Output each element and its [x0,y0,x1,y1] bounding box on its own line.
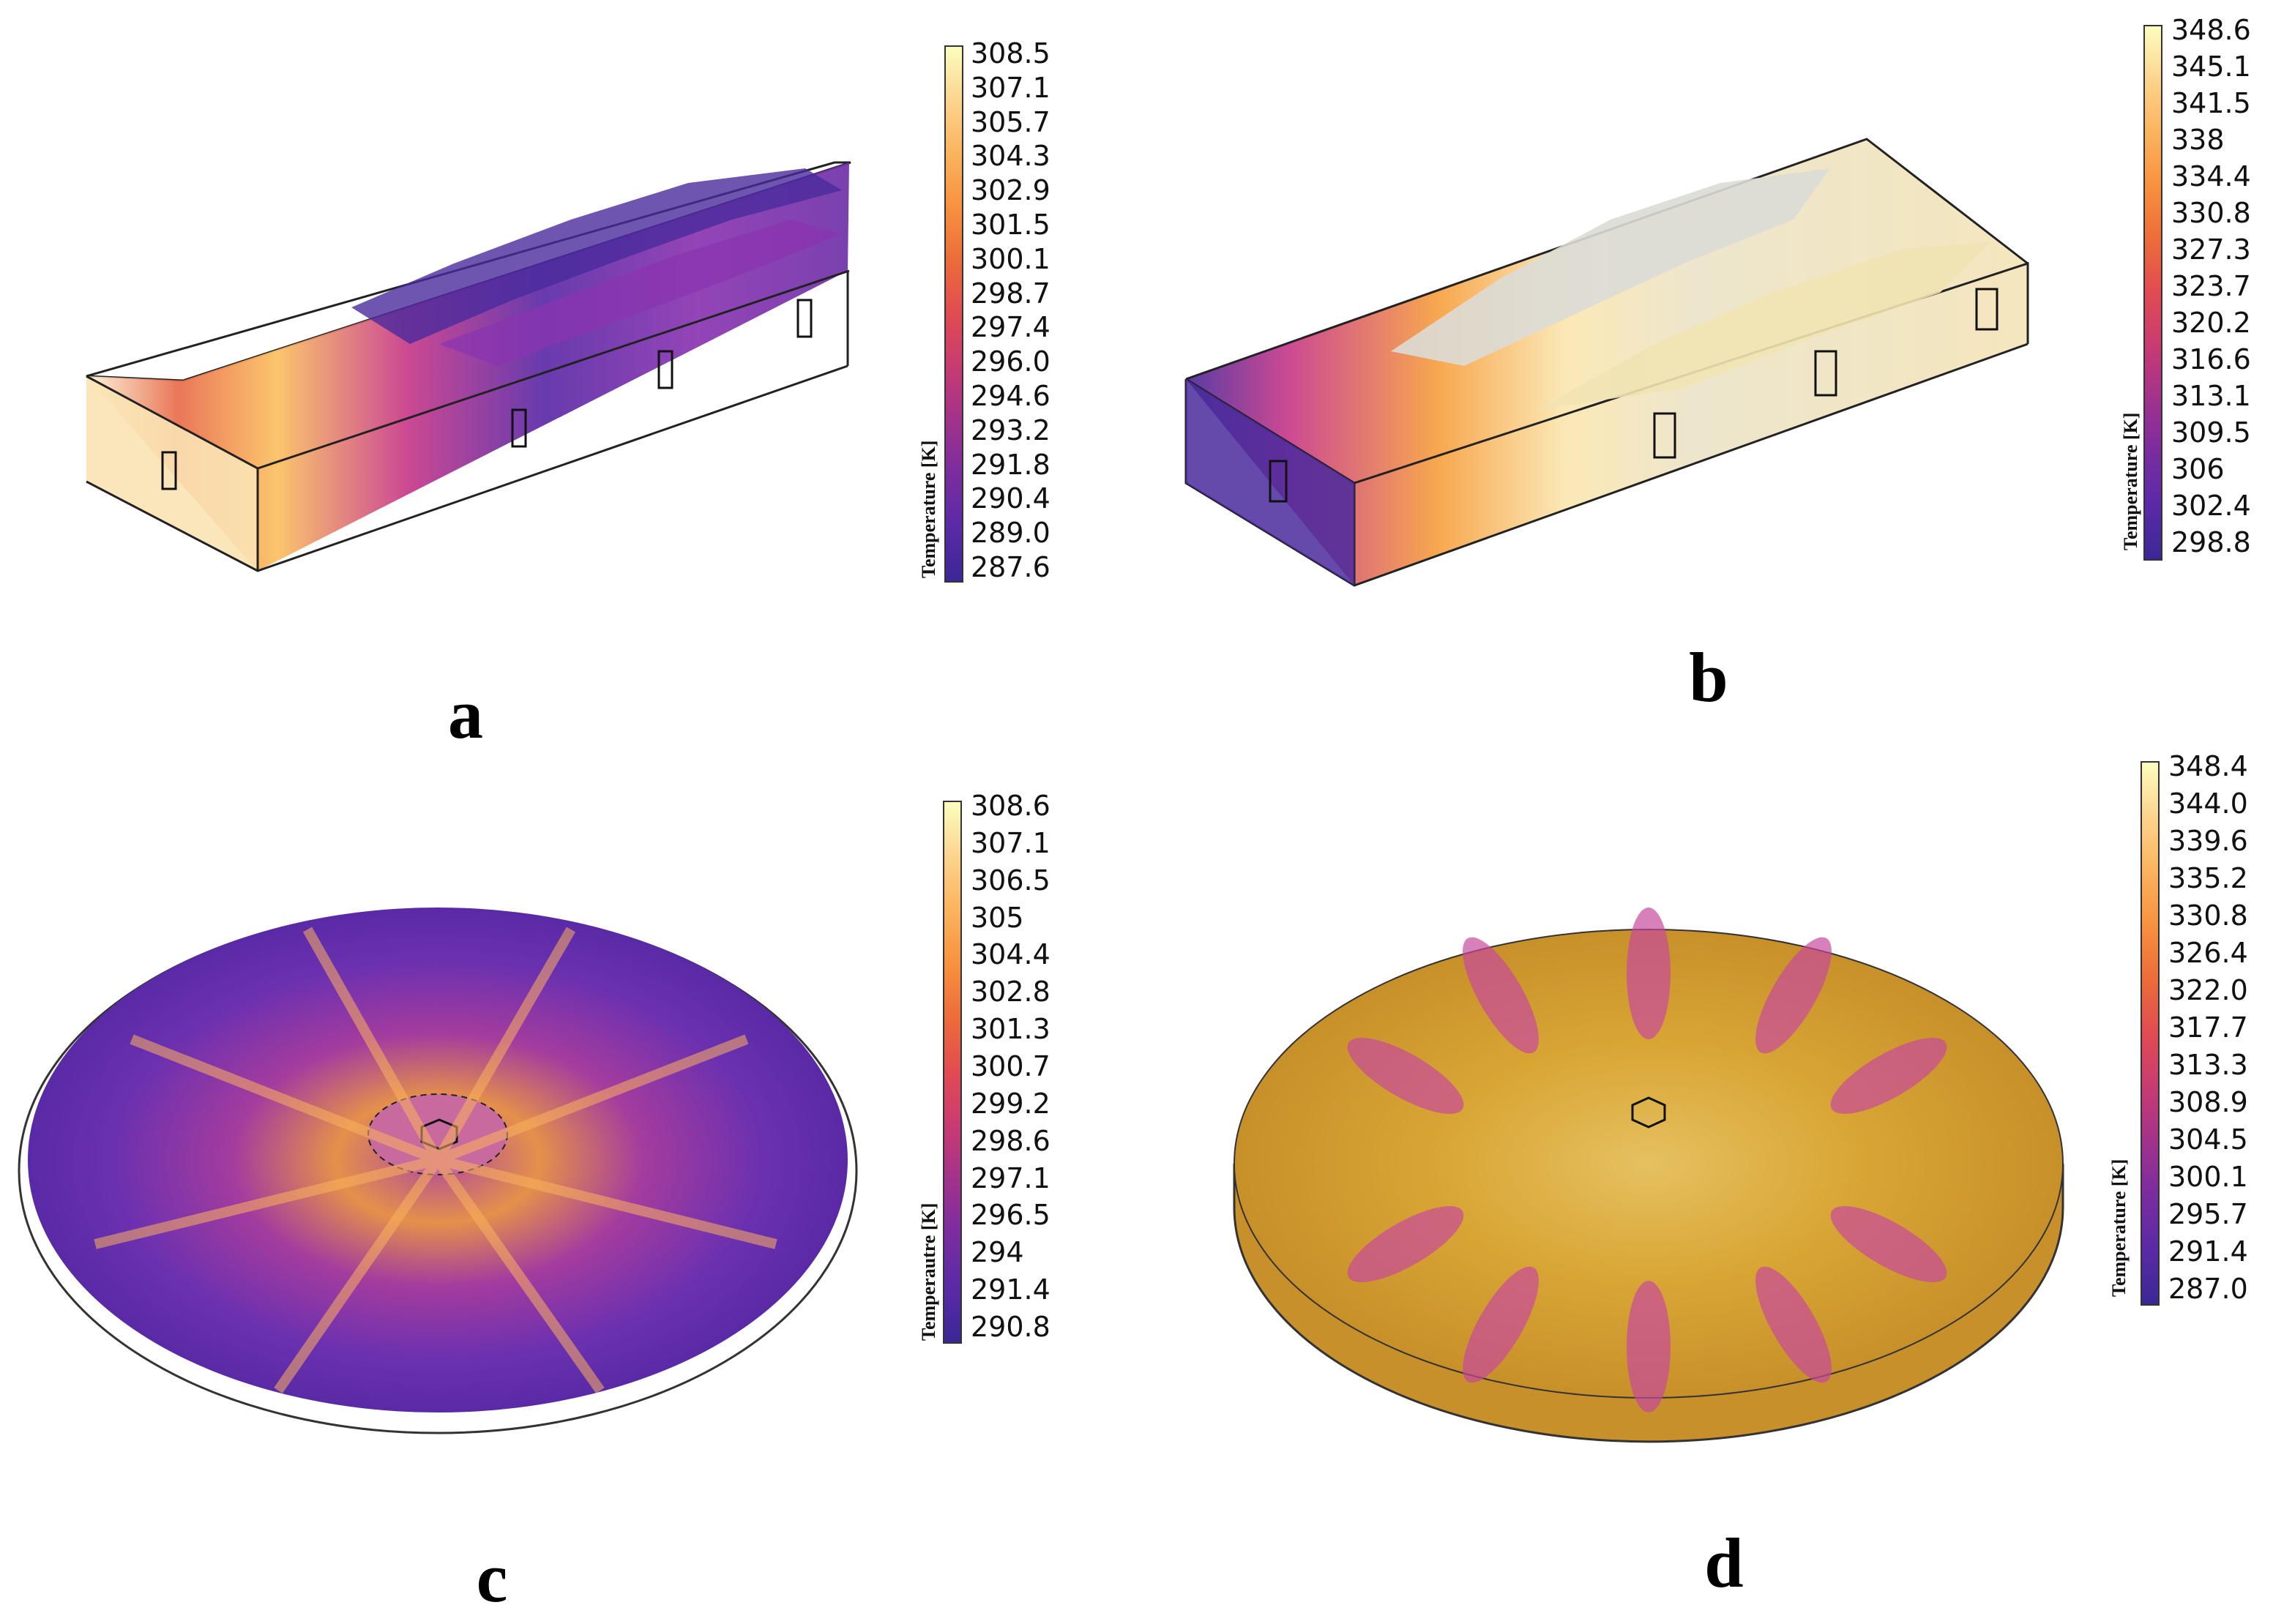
colorbar-b-tick: 316.6 [2171,343,2251,375]
colorbar-c-tick: 294 [971,1236,1024,1269]
colorbar-d-tick: 300.1 [2168,1161,2248,1193]
colorbar-d-tick: 335.2 [2168,862,2248,894]
colorbar-d-tick: 348.4 [2168,750,2248,782]
colorbar-c-tick: 300.7 [971,1050,1050,1082]
colorbar-b-tick: 341.5 [2171,87,2251,119]
colorbar-c-tick: 306.5 [971,864,1050,897]
panel-d-model [1233,908,2064,1443]
colorbar-a-tick: 296.0 [971,345,1050,378]
colorbar-a-bar [944,45,963,583]
colorbar-a-tick: 304.3 [971,140,1050,173]
colorbar-a-title: Temperature [K] [918,440,939,578]
colorbar-b-tick: 309.5 [2171,416,2251,449]
panel-c-model [18,908,858,1434]
colorbar-d-tick: 317.7 [2168,1011,2248,1044]
panel-label-d: d [1704,1524,1744,1602]
colorbar-d-tick: 344.0 [2168,787,2248,820]
panel-label-c: c [476,1538,508,1617]
panel-a-model [86,161,851,572]
colorbar-a-tick: 294.6 [971,380,1050,412]
colorbar-b-tick: 323.7 [2171,270,2251,302]
colorbar-c-tick: 307.1 [971,826,1050,859]
colorbar-d-tick: 322.0 [2168,974,2248,1006]
colorbar-a-tick: 300.1 [971,242,1050,275]
colorbar-c-tick: 299.2 [971,1087,1050,1120]
colorbar-b-tick: 306 [2171,453,2225,485]
colorbar-b-tick: 338 [2171,124,2225,156]
colorbar-d-tick: 295.7 [2168,1198,2248,1230]
colorbar-d-tick: 287.0 [2168,1273,2248,1305]
colorbar-c-tick: 297.1 [971,1161,1050,1194]
colorbar-a-tick: 291.8 [971,448,1050,481]
colorbar-c-tick: 296.5 [971,1199,1050,1232]
colorbar-d-title: Temperature [K] [2108,1159,2130,1297]
colorbar-d-tick: 339.6 [2168,825,2248,857]
colorbar-c-title: Temperautre [K] [918,1202,939,1341]
colorbar-a-tick: 308.5 [971,37,1050,70]
colorbar-b-tick: 345.1 [2171,50,2251,83]
colorbar-d-tick: 304.5 [2168,1123,2248,1156]
colorbar-c-tick: 302.8 [971,976,1050,1009]
colorbar-d-tick: 326.4 [2168,937,2248,969]
colorbar-b-title: Temperature [K] [2120,412,2141,550]
colorbar-b-tick: 313.1 [2171,380,2251,412]
colorbar-b-tick: 298.8 [2171,526,2251,558]
colorbar-c-tick: 308.6 [971,790,1050,822]
colorbar-d-tick: 313.3 [2168,1049,2248,1081]
colorbar-a-tick: 301.5 [971,209,1050,241]
colorbar-c-tick: 305 [971,901,1024,934]
colorbar-c-tick: 291.4 [971,1273,1050,1306]
colorbar-d-tick: 330.8 [2168,899,2248,932]
colorbar-d-tick: 308.9 [2168,1086,2248,1118]
colorbar-a-tick: 290.4 [971,482,1050,515]
colorbar-b-tick: 302.4 [2171,490,2251,522]
colorbar-c-tick: 298.6 [971,1124,1050,1157]
colorbar-d-bar [2141,761,2160,1306]
colorbar-b-tick: 334.4 [2171,160,2251,192]
colorbar-b-tick: 348.6 [2171,14,2251,46]
colorbar-b-tick: 330.8 [2171,197,2251,229]
colorbar-c-bar [943,801,962,1344]
colorbar-c-tick: 304.4 [971,938,1050,971]
colorbar-a-tick: 289.0 [971,517,1050,550]
colorbar-a-tick: 298.7 [971,277,1050,310]
panel-label-a: a [448,675,483,753]
colorbar-a-tick: 307.1 [971,71,1050,104]
colorbar-a-tick: 305.7 [971,105,1050,138]
colorbar-c-tick: 301.3 [971,1013,1050,1046]
colorbar-b-bar [2143,25,2162,561]
panel-label-b: b [1689,638,1728,716]
colorbar-a-tick: 302.9 [971,174,1050,207]
colorbar-a-tick: 297.4 [971,311,1050,344]
colorbar-a-tick: 287.6 [971,551,1050,583]
colorbar-c-tick: 290.8 [971,1311,1050,1343]
colorbar-a-tick: 293.2 [971,414,1050,446]
colorbar-b-tick: 320.2 [2171,307,2251,339]
colorbar-d-tick: 291.4 [2168,1235,2248,1268]
panel-b-model [1184,138,2029,587]
colorbar-b-tick: 327.3 [2171,233,2251,266]
